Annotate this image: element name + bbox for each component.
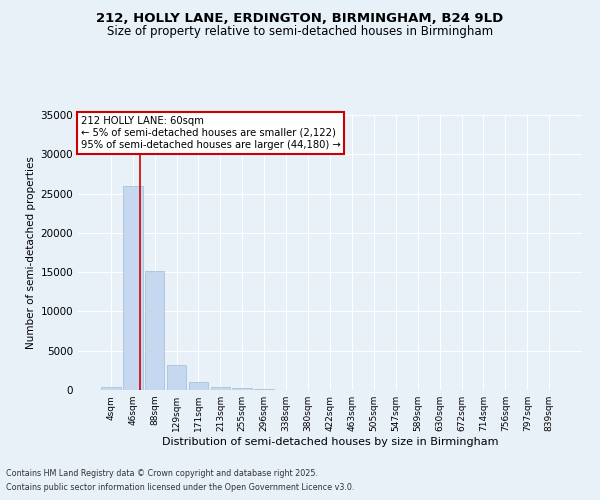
Text: Contains public sector information licensed under the Open Government Licence v3: Contains public sector information licen… xyxy=(6,484,355,492)
Bar xyxy=(101,387,121,390)
Bar xyxy=(145,272,164,390)
Bar xyxy=(211,387,230,390)
Text: 212 HOLLY LANE: 60sqm
← 5% of semi-detached houses are smaller (2,122)
95% of se: 212 HOLLY LANE: 60sqm ← 5% of semi-detac… xyxy=(80,116,340,150)
X-axis label: Distribution of semi-detached houses by size in Birmingham: Distribution of semi-detached houses by … xyxy=(162,437,498,447)
Y-axis label: Number of semi-detached properties: Number of semi-detached properties xyxy=(26,156,36,349)
Text: Contains HM Land Registry data © Crown copyright and database right 2025.: Contains HM Land Registry data © Crown c… xyxy=(6,468,318,477)
Bar xyxy=(232,388,252,390)
Bar xyxy=(123,186,143,390)
Text: 212, HOLLY LANE, ERDINGTON, BIRMINGHAM, B24 9LD: 212, HOLLY LANE, ERDINGTON, BIRMINGHAM, … xyxy=(97,12,503,26)
Text: Size of property relative to semi-detached houses in Birmingham: Size of property relative to semi-detach… xyxy=(107,25,493,38)
Bar xyxy=(167,365,187,390)
Bar xyxy=(188,382,208,390)
